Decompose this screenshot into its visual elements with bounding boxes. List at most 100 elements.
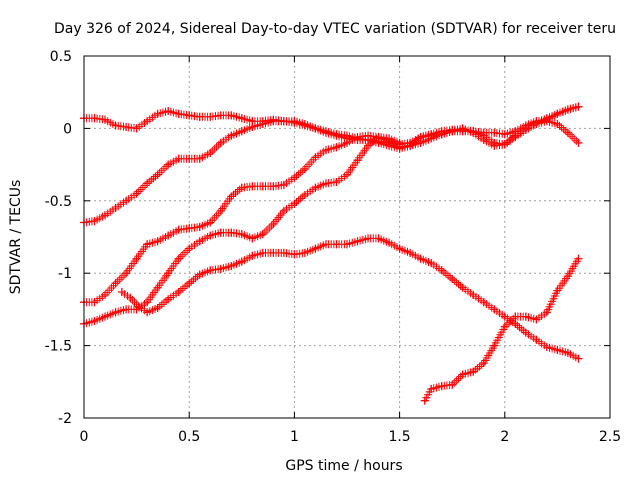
data-point-marker — [216, 206, 225, 215]
data-point-marker — [311, 244, 320, 253]
data-point-marker — [111, 279, 120, 288]
data-point-marker — [174, 154, 183, 163]
data-point-marker — [521, 121, 530, 130]
series-track-5 — [117, 234, 583, 363]
data-point-marker — [206, 231, 215, 240]
data-point-marker — [511, 319, 520, 328]
data-point-marker — [174, 288, 183, 297]
data-point-marker — [553, 109, 562, 118]
data-point-marker — [300, 120, 309, 129]
data-point-marker — [490, 141, 499, 150]
data-point-marker — [427, 131, 436, 140]
data-point-marker — [111, 121, 120, 130]
data-point-marker — [132, 124, 141, 133]
data-point-marker — [143, 240, 152, 249]
data-point-marker — [227, 192, 236, 201]
data-point-marker — [343, 170, 351, 179]
data-point-marker — [237, 114, 246, 123]
data-point-marker — [153, 303, 162, 312]
data-point-marker — [353, 133, 362, 142]
data-point-marker — [237, 257, 246, 266]
data-point-marker — [321, 179, 330, 188]
data-point-marker — [237, 183, 246, 192]
grid-layer — [84, 56, 610, 418]
data-point-marker — [469, 290, 478, 299]
data-point-marker — [237, 230, 246, 239]
data-point-marker — [364, 141, 373, 150]
data-point-marker — [321, 146, 330, 155]
data-point-marker — [269, 182, 278, 191]
data-point-marker — [122, 305, 131, 314]
data-point-marker — [385, 238, 394, 247]
data-point-marker — [122, 269, 131, 278]
x-tick-label: 2.5 — [599, 429, 621, 445]
data-point-marker — [164, 269, 173, 278]
data-point-marker — [164, 107, 173, 116]
data-point-marker — [416, 133, 425, 142]
data-point-marker — [553, 345, 562, 354]
data-point-marker — [448, 380, 457, 389]
data-point-marker — [153, 170, 162, 179]
data-point-marker — [511, 312, 520, 321]
data-point-marker — [448, 127, 457, 136]
x-tick-label: 0.5 — [178, 429, 200, 445]
data-point-marker — [437, 130, 446, 139]
series-marker-trail — [80, 133, 401, 328]
data-point-marker — [117, 288, 126, 297]
data-point-marker — [258, 182, 267, 191]
data-point-marker — [101, 211, 110, 220]
data-point-marker — [563, 105, 572, 114]
data-point-marker — [511, 127, 520, 136]
y-axis-label: SDTVAR / TECUs — [8, 180, 24, 295]
data-point-marker — [385, 134, 394, 143]
data-point-marker — [279, 248, 288, 257]
data-point-marker — [437, 382, 446, 391]
data-point-marker — [420, 396, 429, 405]
data-point-marker — [353, 156, 362, 165]
data-point-marker — [174, 225, 183, 234]
data-point-marker — [206, 266, 215, 275]
data-point-marker — [258, 120, 267, 129]
data-point-marker — [479, 135, 488, 144]
data-point-marker — [216, 228, 225, 237]
data-point-marker — [269, 219, 278, 228]
data-point-marker — [332, 131, 341, 140]
data-point-marker — [206, 112, 215, 121]
data-point-marker — [90, 298, 99, 307]
data-point-marker — [185, 224, 194, 233]
data-point-marker — [563, 348, 572, 357]
data-point-marker — [374, 133, 383, 142]
x-tick-label: 1 — [290, 429, 299, 445]
data-point-marker — [458, 370, 467, 379]
data-point-marker — [90, 316, 99, 325]
data-point-marker — [395, 138, 404, 147]
data-point-marker — [469, 127, 478, 136]
data-point-marker — [574, 254, 583, 263]
series-track-4 — [80, 133, 404, 328]
data-point-marker — [174, 254, 183, 263]
data-point-marker — [500, 322, 509, 331]
data-point-marker — [542, 343, 551, 352]
data-point-marker — [574, 138, 583, 147]
data-point-marker — [101, 290, 110, 299]
x-tick-label: 2 — [500, 429, 509, 445]
data-point-marker — [132, 189, 141, 198]
data-point-marker — [311, 124, 320, 133]
data-point-marker — [185, 279, 194, 288]
data-point-marker — [258, 248, 267, 257]
series-layer — [80, 102, 583, 405]
data-point-marker — [332, 143, 341, 152]
data-point-marker — [563, 128, 572, 137]
data-point-marker — [111, 204, 120, 213]
data-point-marker — [343, 138, 351, 147]
x-tick-label: 1.5 — [388, 429, 410, 445]
data-point-marker — [227, 111, 236, 120]
y-tick-label: -0.5 — [45, 194, 72, 210]
data-point-marker — [479, 298, 488, 307]
data-point-marker — [132, 254, 141, 263]
plot-frame — [83, 55, 611, 419]
data-point-marker — [500, 140, 509, 149]
data-point-marker — [364, 131, 373, 140]
